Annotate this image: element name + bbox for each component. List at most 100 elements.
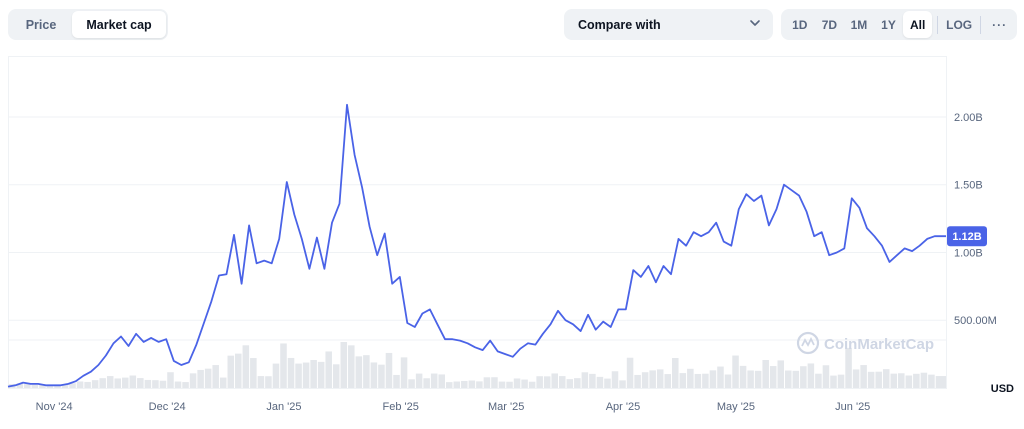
- range-1y-button[interactable]: 1Y: [881, 17, 896, 32]
- y-tick-label: 1.50B: [954, 180, 983, 192]
- volume-bar: [408, 379, 415, 388]
- current-value-badge: 1.12B: [947, 226, 987, 247]
- volume-bar: [106, 376, 114, 388]
- volume-bar: [694, 373, 702, 388]
- volume-bar: [235, 353, 242, 388]
- volume-bar: [227, 355, 235, 388]
- volume-bar: [174, 381, 182, 388]
- volume-bar: [913, 373, 920, 388]
- volume-bar: [920, 372, 928, 388]
- volume-bar: [830, 375, 837, 388]
- volume-bar: [385, 352, 393, 388]
- range-divider: [936, 15, 938, 34]
- volume-bar: [310, 360, 317, 388]
- volume-bar: [732, 355, 739, 388]
- current-value-label: 1.12B: [952, 231, 981, 243]
- volume-bar: [159, 380, 167, 388]
- volume-bar: [626, 357, 634, 388]
- volume-bar: [762, 360, 769, 388]
- volume-bar: [785, 370, 792, 388]
- volume-bar: [687, 368, 694, 388]
- volume-bar: [295, 363, 302, 388]
- volume-bar: [634, 374, 641, 388]
- volume-bar: [46, 384, 54, 388]
- volume-bar: [302, 362, 310, 388]
- volume-bar: [641, 372, 649, 388]
- volume-bar: [815, 373, 822, 388]
- volume-bar: [739, 365, 747, 388]
- volume-bar: [370, 362, 378, 388]
- volume-bar: [363, 355, 370, 388]
- volume-bar: [724, 374, 732, 388]
- currency-label: USD: [991, 383, 1014, 395]
- compare-with-label: Compare with: [578, 17, 661, 32]
- chart-mode-toggle: Price Market cap: [8, 9, 168, 40]
- volume-bar: [928, 374, 935, 388]
- volume-bar: [672, 358, 679, 388]
- volume-bar: [400, 357, 408, 388]
- volume-bar: [679, 373, 687, 388]
- volume-bar: [837, 374, 845, 388]
- volume-bar: [935, 376, 946, 388]
- y-tick-label: 2.00B: [954, 112, 983, 124]
- volume-bar: [468, 380, 476, 388]
- volume-bar: [129, 375, 137, 388]
- volume-bar: [747, 370, 754, 388]
- range-7d-button[interactable]: 7D: [821, 17, 838, 32]
- volume-bar: [702, 373, 709, 388]
- volume-bar: [445, 382, 453, 388]
- volume-bar: [144, 379, 152, 388]
- volume-bar: [257, 376, 265, 388]
- volume-bar: [777, 360, 785, 388]
- plot-frame: [8, 56, 947, 389]
- range-1m-button[interactable]: 1M: [850, 17, 868, 32]
- range-all-button[interactable]: All: [903, 11, 932, 38]
- volume-bar: [348, 345, 355, 388]
- x-tick-label: Apr '25: [606, 401, 641, 413]
- market-cap-tab[interactable]: Market cap: [72, 11, 166, 38]
- volume-bar: [189, 373, 197, 388]
- volume-bar: [506, 381, 513, 388]
- price-tab[interactable]: Price: [25, 17, 57, 32]
- volume-bar: [476, 381, 483, 388]
- volume-bar: [182, 382, 189, 388]
- log-scale-button[interactable]: LOG: [946, 17, 973, 32]
- volume-bar: [137, 378, 144, 388]
- watermark-text: CoinMarketCap: [824, 336, 934, 353]
- volume-bar: [717, 366, 724, 388]
- volume-bar: [114, 378, 122, 388]
- volume-bar: [769, 366, 777, 388]
- volume-bar: [415, 373, 423, 388]
- chevron-down-icon: [749, 17, 761, 32]
- volume-bar: [581, 372, 589, 388]
- compare-with-dropdown[interactable]: Compare with: [564, 9, 773, 40]
- volume-bar: [483, 377, 491, 388]
- more-options-icon[interactable]: ···: [992, 17, 1008, 32]
- coinmarketcap-logo-icon: [796, 331, 820, 355]
- volume-bar: [393, 374, 400, 388]
- volume-bar: [272, 363, 280, 388]
- volume-bar: [280, 343, 287, 388]
- volume-bar: [543, 376, 551, 388]
- volume-bar: [204, 368, 212, 388]
- range-1d-button[interactable]: 1D: [792, 17, 808, 32]
- volume-bar: [867, 371, 875, 388]
- volume-bar: [84, 381, 91, 388]
- volume-bar: [882, 369, 890, 388]
- volume-bar: [152, 380, 159, 388]
- volume-bar: [664, 374, 672, 388]
- volume-bar: [69, 383, 76, 388]
- volume-bar: [566, 379, 574, 388]
- volume-bar: [265, 376, 272, 388]
- volume-bar: [875, 371, 882, 388]
- time-range-selector: 1D 7D 1M 1Y All LOG ···: [781, 9, 1017, 40]
- volume-bar: [461, 380, 468, 388]
- watermark-mark: [801, 336, 815, 347]
- watermark: CoinMarketCap: [796, 331, 934, 355]
- volume-bar: [197, 369, 204, 388]
- x-tick-label: Jun '25: [835, 401, 870, 413]
- volume-bar: [24, 384, 31, 388]
- volume-bar: [536, 376, 543, 388]
- x-tick-label: Jan '25: [266, 401, 301, 413]
